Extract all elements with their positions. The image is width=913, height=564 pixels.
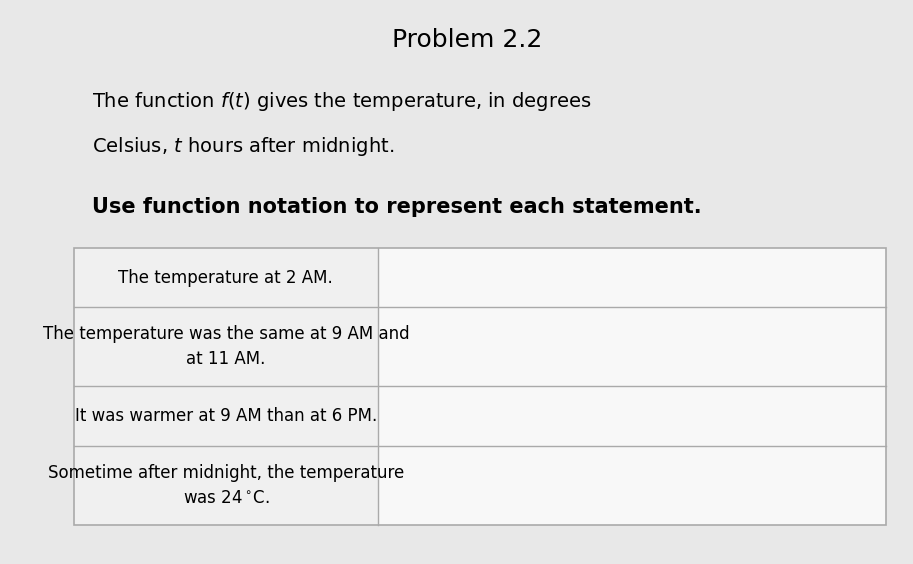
Text: Sometime after midnight, the temperature
was $24\,^{\circ}$C.: Sometime after midnight, the temperature… bbox=[47, 464, 404, 506]
Bar bbox=[74, 248, 887, 525]
Text: The function $f(t)$ gives the temperature, in degrees: The function $f(t)$ gives the temperatur… bbox=[92, 90, 592, 113]
Text: Problem 2.2: Problem 2.2 bbox=[392, 28, 542, 52]
Text: Celsius, $t$ hours after midnight.: Celsius, $t$ hours after midnight. bbox=[92, 135, 394, 158]
Text: It was warmer at 9 AM than at 6 PM.: It was warmer at 9 AM than at 6 PM. bbox=[75, 407, 377, 425]
Text: The temperature was the same at 9 AM and
at 11 AM.: The temperature was the same at 9 AM and… bbox=[43, 325, 409, 368]
Bar bbox=[378, 248, 887, 525]
Text: The temperature at 2 AM.: The temperature at 2 AM. bbox=[119, 269, 333, 287]
Bar bbox=[74, 248, 378, 525]
Text: Use function notation to represent each statement.: Use function notation to represent each … bbox=[92, 197, 701, 217]
